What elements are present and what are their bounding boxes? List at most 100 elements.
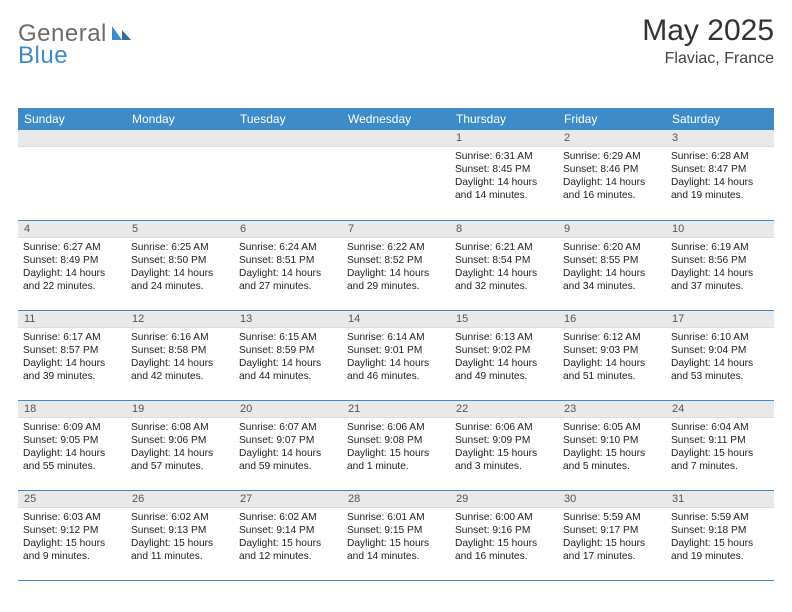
month-title: May 2025: [642, 14, 774, 48]
sunrise-line: Sunrise: 6:25 AM: [131, 241, 229, 254]
logo-text-blue: Blue: [18, 42, 68, 69]
day-details: Sunrise: 6:03 AMSunset: 9:12 PMDaylight:…: [18, 508, 126, 567]
day-details: Sunrise: 6:08 AMSunset: 9:06 PMDaylight:…: [126, 418, 234, 477]
sunset-line: Sunset: 9:10 PM: [563, 434, 661, 447]
dow-tuesday: Tuesday: [234, 108, 342, 130]
daylight-line: Daylight: 14 hours and 46 minutes.: [347, 357, 445, 383]
sunset-line: Sunset: 8:51 PM: [239, 254, 337, 267]
day-cell-11: 11Sunrise: 6:17 AMSunset: 8:57 PMDayligh…: [18, 310, 126, 400]
dow-friday: Friday: [558, 108, 666, 130]
day-number: 27: [234, 491, 342, 508]
day-details: Sunrise: 6:24 AMSunset: 8:51 PMDaylight:…: [234, 238, 342, 297]
sunset-line: Sunset: 8:49 PM: [23, 254, 121, 267]
day-details: Sunrise: 6:25 AMSunset: 8:50 PMDaylight:…: [126, 238, 234, 297]
day-number: 28: [342, 491, 450, 508]
day-details: Sunrise: 6:27 AMSunset: 8:49 PMDaylight:…: [18, 238, 126, 297]
sunrise-line: Sunrise: 6:12 AM: [563, 331, 661, 344]
daylight-line: Daylight: 15 hours and 12 minutes.: [239, 537, 337, 563]
sunset-line: Sunset: 8:46 PM: [563, 163, 661, 176]
sunrise-line: Sunrise: 6:28 AM: [671, 150, 769, 163]
daylight-line: Daylight: 14 hours and 32 minutes.: [455, 267, 553, 293]
sunrise-line: Sunrise: 6:29 AM: [563, 150, 661, 163]
day-details: Sunrise: 6:28 AMSunset: 8:47 PMDaylight:…: [666, 147, 774, 206]
calendar-row: 18Sunrise: 6:09 AMSunset: 9:05 PMDayligh…: [18, 400, 774, 490]
calendar-row: 11Sunrise: 6:17 AMSunset: 8:57 PMDayligh…: [18, 310, 774, 400]
title-block: May 2025 Flaviac, France: [642, 14, 774, 68]
day-details: [234, 147, 342, 154]
sunrise-line: Sunrise: 6:24 AM: [239, 241, 337, 254]
daylight-line: Daylight: 14 hours and 14 minutes.: [455, 176, 553, 202]
day-details: Sunrise: 6:29 AMSunset: 8:46 PMDaylight:…: [558, 147, 666, 206]
sunrise-line: Sunrise: 6:06 AM: [347, 421, 445, 434]
day-number: 2: [558, 130, 666, 147]
sunset-line: Sunset: 9:08 PM: [347, 434, 445, 447]
day-number: 12: [126, 311, 234, 328]
day-cell-13: 13Sunrise: 6:15 AMSunset: 8:59 PMDayligh…: [234, 310, 342, 400]
day-cell-16: 16Sunrise: 6:12 AMSunset: 9:03 PMDayligh…: [558, 310, 666, 400]
sunrise-line: Sunrise: 6:01 AM: [347, 511, 445, 524]
sunset-line: Sunset: 9:16 PM: [455, 524, 553, 537]
day-number: 26: [126, 491, 234, 508]
calendar-row: 1Sunrise: 6:31 AMSunset: 8:45 PMDaylight…: [18, 130, 774, 220]
day-cell-17: 17Sunrise: 6:10 AMSunset: 9:04 PMDayligh…: [666, 310, 774, 400]
day-number: 25: [18, 491, 126, 508]
day-cell-20: 20Sunrise: 6:07 AMSunset: 9:07 PMDayligh…: [234, 400, 342, 490]
day-cell-30: 30Sunrise: 5:59 AMSunset: 9:17 PMDayligh…: [558, 490, 666, 580]
day-details: Sunrise: 6:15 AMSunset: 8:59 PMDaylight:…: [234, 328, 342, 387]
sunset-line: Sunset: 9:12 PM: [23, 524, 121, 537]
day-number: 23: [558, 401, 666, 418]
dow-monday: Monday: [126, 108, 234, 130]
day-cell-15: 15Sunrise: 6:13 AMSunset: 9:02 PMDayligh…: [450, 310, 558, 400]
day-details: Sunrise: 6:00 AMSunset: 9:16 PMDaylight:…: [450, 508, 558, 567]
sunset-line: Sunset: 9:11 PM: [671, 434, 769, 447]
day-number: 18: [18, 401, 126, 418]
sunrise-line: Sunrise: 6:06 AM: [455, 421, 553, 434]
dow-wednesday: Wednesday: [342, 108, 450, 130]
daylight-line: Daylight: 15 hours and 19 minutes.: [671, 537, 769, 563]
day-cell-25: 25Sunrise: 6:03 AMSunset: 9:12 PMDayligh…: [18, 490, 126, 580]
daylight-line: Daylight: 15 hours and 14 minutes.: [347, 537, 445, 563]
daylight-line: Daylight: 14 hours and 24 minutes.: [131, 267, 229, 293]
day-details: [126, 147, 234, 154]
daylight-line: Daylight: 14 hours and 53 minutes.: [671, 357, 769, 383]
sunset-line: Sunset: 9:13 PM: [131, 524, 229, 537]
sunset-line: Sunset: 8:52 PM: [347, 254, 445, 267]
sunrise-line: Sunrise: 6:07 AM: [239, 421, 337, 434]
day-number: 6: [234, 221, 342, 238]
day-cell-3: 3Sunrise: 6:28 AMSunset: 8:47 PMDaylight…: [666, 130, 774, 220]
day-number: 15: [450, 311, 558, 328]
sunset-line: Sunset: 9:05 PM: [23, 434, 121, 447]
day-cell-21: 21Sunrise: 6:06 AMSunset: 9:08 PMDayligh…: [342, 400, 450, 490]
day-number: 30: [558, 491, 666, 508]
sunrise-line: Sunrise: 6:08 AM: [131, 421, 229, 434]
daylight-line: Daylight: 15 hours and 5 minutes.: [563, 447, 661, 473]
day-details: [18, 147, 126, 154]
sunset-line: Sunset: 9:09 PM: [455, 434, 553, 447]
day-details: Sunrise: 6:22 AMSunset: 8:52 PMDaylight:…: [342, 238, 450, 297]
day-details: Sunrise: 6:10 AMSunset: 9:04 PMDaylight:…: [666, 328, 774, 387]
sunrise-line: Sunrise: 6:05 AM: [563, 421, 661, 434]
day-cell-31: 31Sunrise: 5:59 AMSunset: 9:18 PMDayligh…: [666, 490, 774, 580]
day-number: [342, 130, 450, 147]
daylight-line: Daylight: 14 hours and 42 minutes.: [131, 357, 229, 383]
day-cell-7: 7Sunrise: 6:22 AMSunset: 8:52 PMDaylight…: [342, 220, 450, 310]
day-cell-9: 9Sunrise: 6:20 AMSunset: 8:55 PMDaylight…: [558, 220, 666, 310]
sunrise-line: Sunrise: 6:00 AM: [455, 511, 553, 524]
daylight-line: Daylight: 14 hours and 34 minutes.: [563, 267, 661, 293]
sunrise-line: Sunrise: 6:19 AM: [671, 241, 769, 254]
day-cell-28: 28Sunrise: 6:01 AMSunset: 9:15 PMDayligh…: [342, 490, 450, 580]
daylight-line: Daylight: 14 hours and 51 minutes.: [563, 357, 661, 383]
day-details: Sunrise: 6:31 AMSunset: 8:45 PMDaylight:…: [450, 147, 558, 206]
day-cell-4: 4Sunrise: 6:27 AMSunset: 8:49 PMDaylight…: [18, 220, 126, 310]
sunrise-line: Sunrise: 6:13 AM: [455, 331, 553, 344]
day-cell-18: 18Sunrise: 6:09 AMSunset: 9:05 PMDayligh…: [18, 400, 126, 490]
sunset-line: Sunset: 9:02 PM: [455, 344, 553, 357]
daylight-line: Daylight: 14 hours and 22 minutes.: [23, 267, 121, 293]
day-details: Sunrise: 6:17 AMSunset: 8:57 PMDaylight:…: [18, 328, 126, 387]
daylight-line: Daylight: 14 hours and 29 minutes.: [347, 267, 445, 293]
dow-sunday: Sunday: [18, 108, 126, 130]
daylight-line: Daylight: 14 hours and 57 minutes.: [131, 447, 229, 473]
sunrise-line: Sunrise: 6:15 AM: [239, 331, 337, 344]
day-details: Sunrise: 5:59 AMSunset: 9:17 PMDaylight:…: [558, 508, 666, 567]
day-number: 31: [666, 491, 774, 508]
